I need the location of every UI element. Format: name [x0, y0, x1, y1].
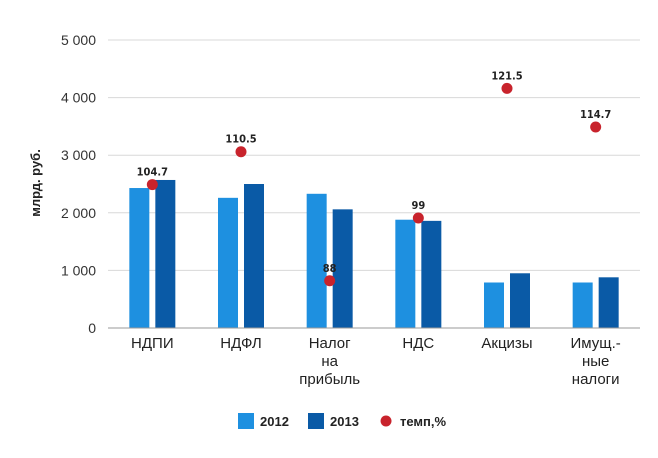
- bars: [129, 179, 619, 328]
- rate-point-2: [324, 275, 336, 287]
- rate-point-1: [235, 146, 247, 158]
- x-category-label: НДС: [402, 335, 434, 352]
- bar-2012-1: [218, 197, 238, 328]
- x-category-label: Акцизы: [481, 335, 532, 352]
- bar-2013-0: [155, 179, 176, 328]
- x-category-label: ные: [582, 353, 609, 370]
- bar-2013-3: [421, 220, 442, 328]
- x-category-label: НДПИ: [131, 335, 174, 352]
- rate-label: 88: [323, 262, 337, 275]
- rate-point-4: [501, 82, 513, 94]
- legend-label: темп,%: [400, 414, 447, 429]
- rate-label: 114.7: [580, 108, 611, 121]
- rate-label: 99: [411, 199, 425, 212]
- x-category-label: Налог: [309, 335, 351, 352]
- x-category-label: НДФЛ: [220, 335, 261, 352]
- bar-2013-4: [510, 273, 530, 328]
- legend-swatch-rate: [380, 415, 392, 427]
- rate-label: 104.7: [137, 166, 168, 179]
- legend-swatch-2013: [308, 413, 324, 429]
- x-category-label: прибыль: [299, 371, 360, 388]
- y-tick-label: 0: [88, 320, 96, 336]
- legend-label: 2013: [330, 414, 359, 429]
- bar-2013-1: [244, 184, 264, 328]
- rate-label: 121.5: [491, 69, 522, 82]
- y-tick-label: 4 000: [61, 90, 96, 106]
- bar-2012-5: [572, 282, 593, 328]
- x-category-label: Имущ.-: [571, 335, 621, 352]
- legend: 2012 2013 темп,%: [238, 413, 447, 429]
- x-category-label: налоги: [572, 371, 620, 388]
- bar-2013-5: [598, 277, 619, 328]
- rate-points: 104.7 110.5 88 99 121.5 114.7: [137, 69, 611, 287]
- bar-2012-2: [306, 193, 327, 328]
- rate-point-5: [590, 121, 602, 133]
- y-axis-label: млрд. руб.: [28, 149, 43, 217]
- rate-point-0: [146, 179, 158, 191]
- x-category-label: на: [321, 353, 338, 370]
- bar-2012-4: [484, 282, 504, 328]
- rate-label: 110.5: [225, 133, 256, 146]
- y-tick-label: 5 000: [61, 32, 96, 48]
- y-tick-label: 2 000: [61, 205, 96, 221]
- legend-label: 2012: [260, 414, 289, 429]
- y-tick-label: 3 000: [61, 147, 96, 163]
- rate-point-3: [412, 212, 424, 224]
- gridlines: [108, 39, 640, 271]
- y-tick-label: 1 000: [61, 262, 96, 278]
- bar-2012-0: [129, 188, 150, 328]
- bar-2012-3: [395, 219, 416, 328]
- bar-2013-2: [332, 209, 353, 328]
- y-axis-ticks: 0 1 000 2 000 3 000 4 000 5 000: [61, 32, 96, 336]
- legend-swatch-2012: [238, 413, 254, 429]
